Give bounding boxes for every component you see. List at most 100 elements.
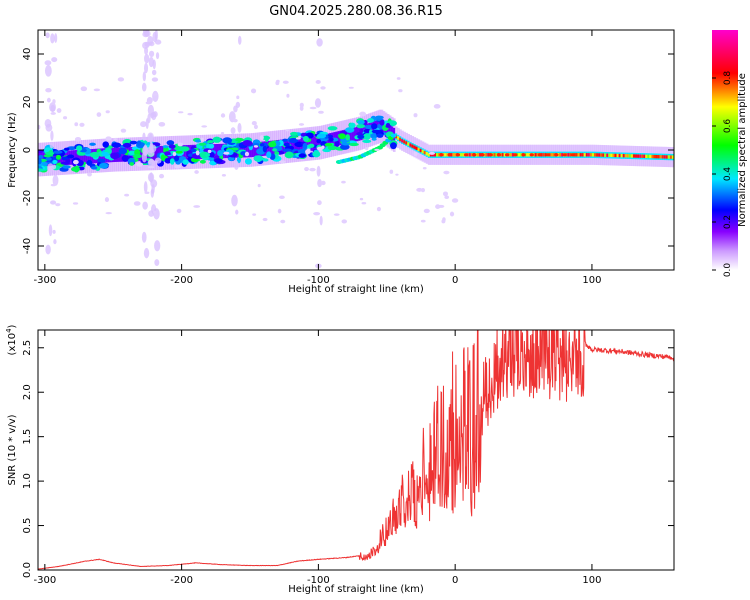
heatmap-cell [247, 142, 250, 158]
heatmap-x-axis-label: Height of straight line (km) [288, 284, 424, 295]
heatmap-cell [237, 35, 242, 45]
heatmap-cell [641, 154, 644, 158]
snr-x-tick-label: 0 [452, 575, 458, 586]
heatmap-cell [345, 127, 355, 133]
heatmap-cell [212, 136, 222, 143]
heatmap-cell [651, 154, 655, 159]
heatmap-y-ticks: -40 -20 0 20 40 [22, 48, 674, 254]
heatmap-cell [46, 97, 51, 103]
colorbar-tick-label: 0.6 [723, 119, 733, 134]
heatmap-cell [567, 153, 570, 157]
heatmap-cell [310, 136, 314, 151]
heatmap-cell [447, 153, 452, 157]
heatmap-cell [357, 134, 365, 139]
heatmap-cell [55, 154, 62, 160]
snr-y-tick-label: 0.0 [22, 562, 33, 578]
heatmap-cell [286, 93, 290, 98]
heatmap-cell [338, 133, 346, 140]
heatmap-cell [272, 148, 278, 152]
heatmap-y-axis-label: Frequency (Hz) [7, 112, 18, 188]
heatmap-cell [145, 101, 152, 105]
heatmap-cell [200, 137, 204, 142]
heatmap-cell [593, 153, 597, 157]
heatmap-cell [166, 140, 175, 146]
heatmap-cell [422, 167, 427, 170]
heatmap-cell [397, 136, 400, 140]
heatmap-cell [374, 115, 384, 120]
heatmap-x-tick-label: 100 [582, 275, 601, 286]
heatmap-cell [182, 159, 189, 165]
heatmap-cell [99, 162, 109, 169]
heatmap-cell [297, 148, 308, 155]
heatmap-cell [76, 149, 80, 165]
heatmap-cell [624, 154, 628, 158]
heatmap-cell [442, 217, 446, 222]
heatmap-cell [316, 146, 323, 151]
heatmap-cell [348, 86, 354, 89]
heatmap-cell [359, 197, 364, 201]
heatmap-cell [120, 128, 127, 133]
heatmap-cell [415, 146, 419, 150]
heatmap-cell [394, 134, 398, 139]
snr-y-tick-label: 2.5 [22, 340, 33, 356]
heatmap-cell [179, 146, 190, 152]
heatmap-cell [136, 140, 142, 147]
heatmap-cell [622, 154, 626, 158]
heatmap-cell [282, 138, 289, 142]
heatmap-cell [253, 145, 259, 148]
heatmap-cell [562, 153, 567, 157]
heatmap-cell [283, 142, 290, 147]
heatmap-cell [38, 124, 41, 130]
heatmap-cell [321, 180, 326, 186]
snr-series-line [38, 330, 674, 570]
heatmap-cell [193, 205, 201, 208]
heatmap-cell [282, 148, 292, 153]
heatmap-cell [74, 150, 78, 165]
heatmap-cell [79, 122, 85, 127]
heatmap-y-tick-label: -20 [22, 190, 33, 206]
heatmap-cell [53, 150, 63, 154]
heatmap-cell [433, 104, 441, 109]
heatmap-cell [251, 142, 255, 158]
heatmap-cell [421, 149, 425, 154]
heatmap-cell [339, 144, 350, 150]
heatmap-cell [255, 142, 259, 157]
colorbar-tick-label: 0.8 [723, 71, 733, 86]
heatmap-cell [42, 162, 48, 167]
heatmap-cell [152, 59, 156, 70]
heatmap-cell [187, 112, 193, 116]
snr-y-ticks: 0.0 0.5 1.0 1.5 2.0 2.5 [22, 340, 674, 578]
heatmap-cell [73, 159, 79, 165]
heatmap-cell [160, 154, 166, 161]
colorbar-tick-label: 0.4 [723, 167, 733, 182]
heatmap-cell [443, 170, 450, 175]
heatmap-cell [38, 157, 42, 165]
heatmap-cell [148, 50, 155, 58]
heatmap-cell [67, 154, 75, 159]
heatmap-cell [313, 211, 321, 216]
heatmap-cell [141, 82, 147, 92]
heatmap-cell [118, 147, 127, 155]
heatmap-cell [97, 158, 106, 163]
heatmap-cell [257, 183, 261, 188]
heatmap-cell [661, 155, 665, 159]
heatmap-cell [264, 135, 269, 142]
heatmap-cell [349, 128, 353, 143]
heatmap-cell [206, 140, 214, 144]
heatmap-cell [50, 112, 56, 115]
heatmap-cell [591, 153, 595, 157]
heatmap-cell [276, 79, 280, 83]
heatmap-cell [93, 88, 101, 92]
heatmap-cell [423, 150, 427, 155]
heatmap-cell [614, 153, 618, 158]
heatmap-cell [370, 132, 378, 139]
heatmap-cell [371, 137, 377, 141]
heatmap-cell [366, 118, 375, 123]
heatmap-cell [645, 154, 648, 159]
heatmap-cell [164, 157, 172, 164]
heatmap-cell [463, 153, 469, 157]
heatmap-cell [53, 239, 57, 245]
heatmap-cell [50, 183, 56, 187]
heatmap-cell [618, 153, 622, 158]
